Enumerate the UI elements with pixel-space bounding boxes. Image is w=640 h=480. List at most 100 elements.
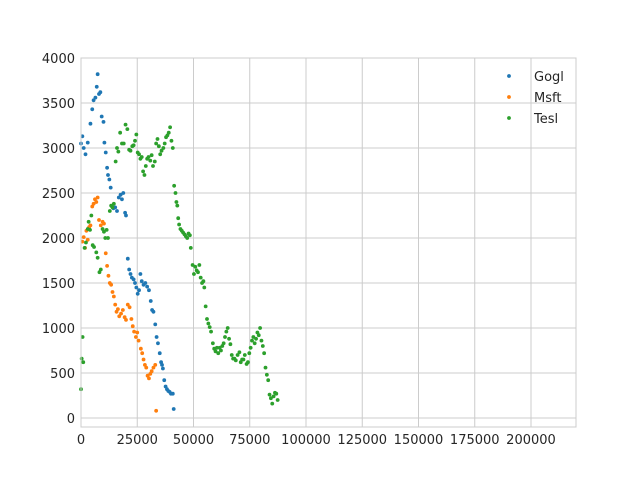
data-point [247,351,252,356]
data-point [91,201,96,206]
data-point [127,305,132,310]
data-point [97,218,101,222]
data-point [110,290,115,294]
data-point [88,121,93,126]
data-point [81,235,86,240]
data-point [129,317,134,321]
y-tick-label: 1500 [42,277,75,292]
data-point [130,324,135,329]
data-point [121,141,126,146]
data-point [246,360,250,365]
data-point [120,308,125,312]
data-point [196,270,200,275]
data-point [125,256,130,261]
data-point [154,335,159,339]
data-point [242,353,247,357]
data-point [198,275,203,280]
data-point [216,351,221,356]
data-point [210,341,215,346]
data-point [153,322,158,327]
data-point [271,394,276,399]
y-tick-label: 0 [67,412,75,427]
data-point [224,329,229,334]
data-point [81,146,86,150]
data-point [99,114,104,119]
legend-marker [507,116,511,120]
data-point [120,197,124,202]
data-point [111,294,116,299]
series-tesl [79,122,280,406]
data-point [83,152,88,157]
data-point [175,203,180,208]
x-axis-tick-labels: 0 25000 50000 75000 100000 125000 150000 175000… [77,433,556,448]
data-point [148,158,153,163]
data-point [161,366,165,371]
data-point [153,363,158,367]
data-point [137,152,141,157]
data-point [127,267,132,272]
data-point [85,237,90,242]
data-point [147,288,151,293]
data-point [223,335,227,339]
data-point [115,209,119,213]
data-point [116,195,121,200]
data-point [93,95,98,100]
data-point [88,228,92,232]
data-point [149,153,154,158]
data-point [147,376,151,381]
data-point [115,146,119,150]
data-point [101,120,106,124]
data-point [134,285,139,290]
data-point [138,272,143,276]
data-point [139,279,144,284]
data-point [172,183,177,188]
series-gogl [79,72,176,411]
data-point [103,236,108,240]
data-point [124,213,128,218]
legend-label: Msft [534,91,561,106]
x-tick-label: 125000 [337,433,387,448]
data-point [174,200,179,204]
data-point [131,277,136,282]
data-point [142,173,147,177]
data-point [162,378,167,383]
data-point [102,140,107,145]
data-point [197,263,202,267]
data-point [116,149,121,154]
data-point [117,314,122,319]
data-point [154,408,159,413]
data-point [140,351,145,356]
data-point [137,288,141,293]
data-point [263,365,268,370]
data-point [107,209,112,213]
data-point [171,407,176,411]
data-point [118,130,123,135]
y-tick-label: 2500 [42,187,75,202]
legend-marker [507,95,511,99]
data-point [151,164,155,168]
data-point [176,216,181,221]
data-point [256,333,261,338]
data-point [110,205,115,210]
data-point [193,264,198,269]
data-point [143,281,148,285]
data-point [125,127,130,131]
data-point [225,326,230,330]
data-point [98,90,103,95]
data-point [169,138,174,143]
data-point [188,246,193,250]
data-point [235,353,240,357]
data-point [259,338,264,343]
data-point [156,144,161,149]
plot-background [81,58,576,427]
data-point [213,349,218,354]
data-point [168,125,173,130]
y-tick-label: 3500 [42,97,75,112]
legend-label: Gogl [534,70,564,85]
y-tick-label: 4000 [42,52,75,67]
data-point [201,279,206,284]
data-point [162,141,167,146]
data-point [227,336,231,341]
data-points [79,72,280,413]
